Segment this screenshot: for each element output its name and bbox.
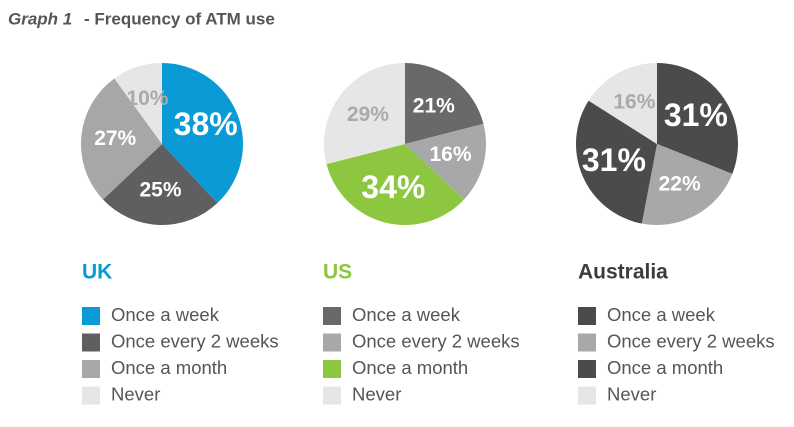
pie-slice [588,62,657,144]
legend-label: Once every 2 weeks [352,330,520,351]
slice-label: 31% [582,142,646,178]
pie-slice [405,123,486,200]
slice-label: 27% [94,127,136,150]
legend-swatch [82,307,100,325]
pie-slice [114,63,162,144]
pie-slice [324,63,405,165]
legend-swatch [82,386,100,405]
legend-swatch [323,360,341,378]
legend-label: Once a week [607,304,716,325]
legend-label: Once a month [607,357,723,378]
legend-label: Once every 2 weeks [607,330,775,351]
pie-slice [81,78,162,200]
legend-swatch [578,360,596,378]
legend-swatch [578,307,596,325]
graph-label: Graph 1 [8,9,72,28]
graph-title: - Frequency of ATM use [84,9,275,28]
slice-label: 25% [140,179,182,202]
legend-label: Never [607,383,656,404]
legend-swatch [82,360,100,378]
legend-label: Once every 2 weeks [111,330,279,351]
slice-label: 10% [126,87,168,110]
pie-slice [576,100,657,224]
legend-swatch [323,333,341,352]
legend-label: Once a week [111,304,220,325]
legend-label: Once a week [352,304,461,325]
slice-label: 38% [174,106,238,142]
slice-label: 31% [664,97,728,133]
legend-label: Once a month [111,357,227,378]
pie-slice [162,63,244,204]
slice-label: 16% [613,90,655,113]
pie-title: Australia [578,261,668,284]
pie-slice [657,63,739,174]
legend-label: Never [111,383,160,404]
legend-swatch [578,386,596,405]
slice-label: 16% [429,143,471,166]
slice-label: 21% [413,94,455,117]
slice-label: 34% [361,169,425,205]
slice-label: 22% [659,173,701,196]
legend-swatch [323,307,341,325]
pie-title: UK [82,261,112,284]
legend-label: Never [352,383,401,404]
pie-slice [405,63,484,144]
pie-title: US [323,261,352,284]
legend-label: Once a month [352,357,468,378]
slice-label: 29% [347,103,389,126]
legend-swatch [82,333,100,352]
pie-slice [102,144,218,226]
legend-swatch [323,386,341,405]
pie-slice [326,144,465,226]
legend-swatch [578,333,596,352]
pie-slice [641,144,733,225]
